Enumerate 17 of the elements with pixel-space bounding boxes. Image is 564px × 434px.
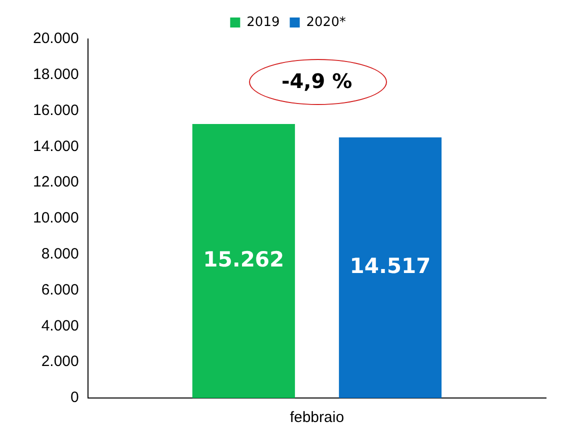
y-tick-label: 2.000 — [41, 353, 79, 370]
y-tick-label: 10.000 — [32, 210, 79, 227]
y-tick-label: 6.000 — [41, 281, 79, 298]
data-label: 15.262 — [203, 247, 284, 272]
x-tick-label: febbraio — [290, 409, 344, 426]
y-tick-label: 20.000 — [32, 30, 79, 48]
legend-label: 2019 — [246, 14, 280, 30]
y-tick-label: 14.000 — [32, 138, 79, 155]
y-tick-label: 4.000 — [41, 317, 79, 334]
legend-label: 2020* — [306, 14, 346, 30]
y-tick-label: 18.000 — [32, 66, 79, 84]
annotation: -4,9 % — [281, 69, 352, 93]
y-tick-label: 12.000 — [32, 174, 79, 191]
y-tick-label: 0 — [70, 389, 79, 406]
data-label: 14.517 — [350, 254, 431, 278]
y-tick-label: 8.000 — [41, 246, 79, 263]
y-tick-label: 16.000 — [32, 102, 79, 119]
